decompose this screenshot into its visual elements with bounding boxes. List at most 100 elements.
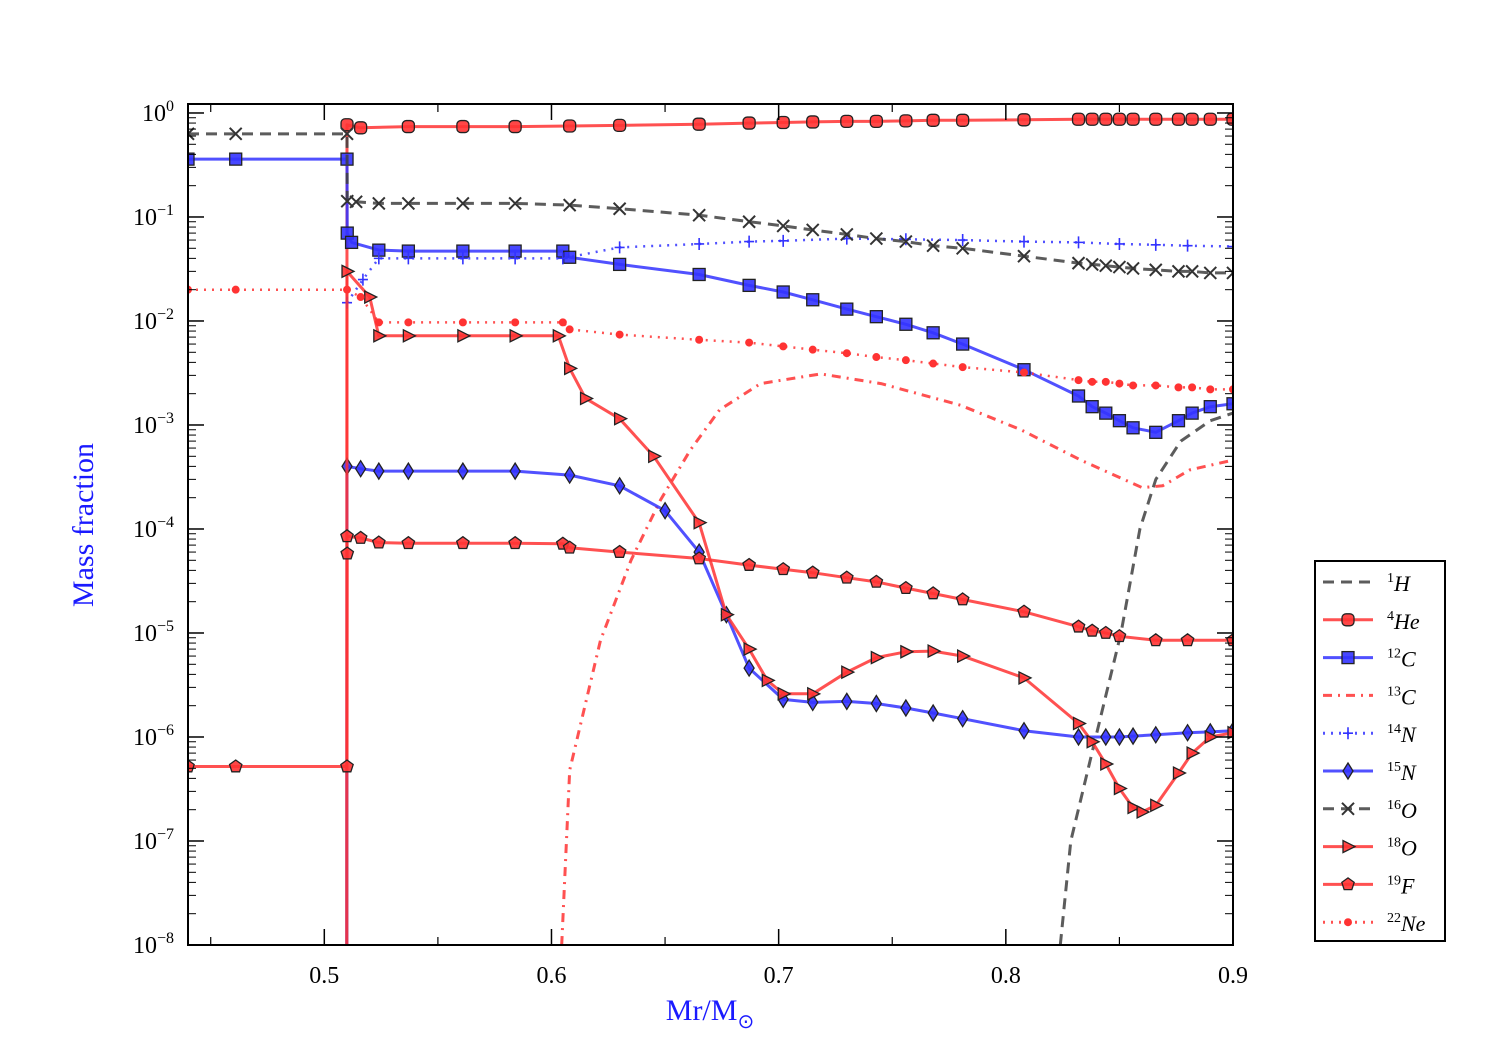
y-tick-label: 10−1: [133, 202, 174, 231]
marker-22Ne: [558, 318, 567, 327]
marker-19F: [353, 530, 368, 544]
marker-14N: [457, 252, 468, 265]
marker-19F: [340, 529, 354, 543]
marker-16O: [228, 127, 243, 141]
marker-4He: [776, 115, 790, 130]
line-4He: [345, 117, 1233, 945]
marker-18O: [957, 649, 972, 664]
legend-entry: 14N: [1323, 722, 1417, 747]
marker-16O: [926, 238, 940, 253]
marker-4He: [1099, 112, 1113, 126]
legend-label: 18O: [1387, 836, 1417, 861]
marker-4He: [401, 119, 416, 134]
marker-16O: [1185, 264, 1199, 279]
marker-15N: [870, 694, 883, 713]
marker-22Ne: [1188, 383, 1197, 392]
marker-12C: [1171, 414, 1186, 428]
marker-4He: [354, 121, 368, 135]
marker-16O: [508, 196, 522, 211]
marker-22Ne: [872, 353, 881, 362]
legend-entry: 18O: [1323, 836, 1417, 861]
marker-15N: [1149, 725, 1162, 745]
x-axis-title-text: Mr/M: [666, 994, 738, 1027]
marker-19F: [926, 586, 941, 600]
marker-4He: [1226, 112, 1233, 126]
marker-4He: [508, 119, 522, 134]
marker-14N: [1073, 236, 1084, 249]
marker-12C: [956, 337, 970, 351]
marker-15N: [354, 459, 367, 478]
series-19F: [188, 529, 1233, 773]
marker-4He: [899, 114, 913, 128]
marker-14N: [357, 273, 368, 286]
marker-15N: [900, 698, 912, 718]
line-18O: [345, 269, 1233, 945]
marker-4He: [1085, 112, 1099, 126]
marker-12C: [563, 250, 577, 264]
legend-label: 19F: [1387, 873, 1415, 898]
marker-22Ne: [1115, 379, 1124, 388]
marker-22Ne: [404, 318, 413, 327]
line-15N: [345, 464, 1233, 945]
marker-4He: [612, 118, 627, 133]
marker-18O: [927, 644, 942, 659]
marker-22Ne: [356, 293, 365, 302]
x-tick-label: 0.5: [309, 963, 339, 989]
marker-16O: [899, 234, 913, 249]
marker-16O: [1126, 261, 1140, 276]
marker-12C: [869, 310, 883, 324]
marker-4He: [869, 114, 883, 129]
marker-18O: [1186, 746, 1201, 761]
marker-12C: [899, 317, 913, 331]
marker-19F: [805, 565, 820, 579]
marker-16O: [742, 215, 756, 229]
marker-19F: [455, 535, 470, 550]
marker-22Ne: [929, 359, 938, 368]
marker-19F: [401, 535, 416, 550]
marker-14N: [694, 237, 705, 250]
legend-marker: [1344, 918, 1352, 927]
marker-15N: [509, 461, 521, 481]
marker-16O: [401, 196, 416, 211]
marker-22Ne: [1088, 377, 1097, 386]
marker-14N: [614, 241, 625, 254]
series-22Ne: [188, 285, 1233, 394]
marker-19F: [1017, 604, 1031, 618]
marker-12C: [1099, 406, 1113, 420]
marker-19F: [1148, 633, 1163, 647]
marker-18O: [457, 328, 472, 343]
y-tick-label: 10−8: [133, 930, 174, 959]
marker-22Ne: [779, 342, 788, 351]
marker-18O: [761, 673, 776, 688]
series-4He: [340, 112, 1233, 945]
y-tick-label: 10−6: [133, 722, 174, 751]
marker-15N: [1100, 727, 1112, 747]
legend-label: 14N: [1387, 722, 1417, 747]
marker-4He: [956, 113, 970, 127]
marker-16O: [1085, 257, 1099, 272]
marker-22Ne: [958, 363, 967, 372]
marker-22Ne: [615, 330, 624, 339]
marker-16O: [1071, 256, 1086, 270]
marker-18O: [341, 264, 356, 279]
marker-16O: [776, 219, 790, 233]
marker-15N: [613, 476, 626, 496]
marker-22Ne: [565, 325, 574, 334]
marker-22Ne: [231, 285, 240, 294]
marker-15N: [927, 703, 939, 723]
marker-14N: [510, 252, 521, 265]
series-14N: [342, 232, 1233, 309]
marker-16O: [349, 195, 363, 209]
marker-12C: [806, 293, 820, 307]
y-tick-label: 10−5: [133, 618, 174, 647]
legend-marker: [1342, 761, 1354, 781]
marker-15N: [1072, 727, 1085, 747]
marker-18O: [1072, 716, 1087, 731]
legend-marker: [1343, 727, 1353, 740]
legend-entry: 22Ne: [1323, 911, 1426, 936]
marker-22Ne: [1074, 376, 1083, 385]
marker-14N: [1150, 238, 1161, 251]
marker-19F: [1098, 625, 1113, 639]
solar-symbol: ⊙: [737, 1011, 754, 1033]
legend-label: 13C: [1387, 684, 1416, 709]
